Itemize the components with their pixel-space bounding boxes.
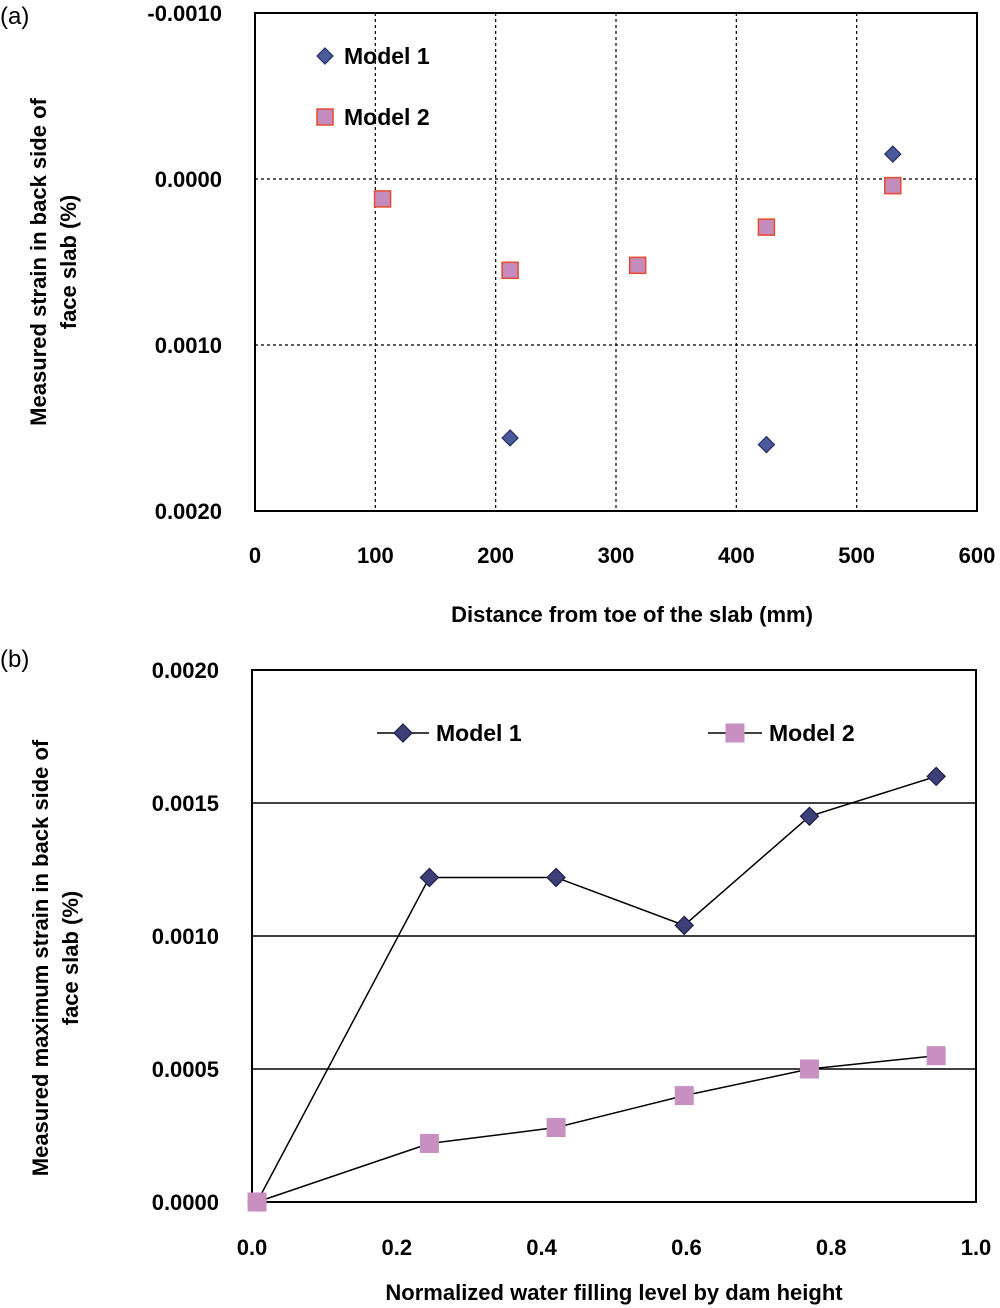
- y-axis-title-line-1: Measured maximum strain in back side of: [28, 739, 53, 1176]
- legend-marker-model-1: [316, 47, 334, 65]
- series-lines: [256, 775, 937, 1203]
- legend-label-model-2: Model 2: [344, 104, 430, 130]
- y-axis-title-line-2: face slab (%): [58, 891, 83, 1026]
- data-point-model-1: [546, 867, 566, 888]
- data-point-model-2: [926, 1046, 946, 1066]
- legend-label-model-1: Model 1: [436, 720, 522, 746]
- chart-panel-a: (a) -0.0010 0.0000 0.0010 0.0020 0 100 200 300…: [0, 1, 995, 627]
- data-point-model-1: [926, 766, 947, 787]
- x-tick-label: 600: [959, 543, 996, 568]
- x-tick-label: 1.0: [961, 1235, 992, 1260]
- y-tick-label: 0.0005: [152, 1057, 219, 1082]
- y-tick-label: 0.0000: [155, 167, 222, 192]
- x-tick-label: 200: [477, 543, 514, 568]
- series-line-model-1: [256, 775, 937, 1203]
- y-axis-title: Measured strain in back side of face sla…: [26, 98, 81, 426]
- legend-marker: [725, 723, 745, 743]
- legend: Model 1 Model 2: [377, 720, 855, 746]
- x-tick-labels: 0.0 0.2 0.4 0.6 0.8 1.0: [237, 1235, 992, 1260]
- x-tick-label: 0.6: [671, 1235, 702, 1260]
- data-markers: [373, 145, 902, 454]
- data-point-model-1: [501, 429, 519, 447]
- data-point-model-1: [757, 435, 776, 454]
- x-tick-labels: 0 100 200 300 400 500 600: [249, 543, 995, 568]
- plot-area-frame: [254, 12, 978, 512]
- data-point-model-2: [373, 190, 392, 208]
- data-point-model-2: [884, 176, 902, 195]
- data-point-model-2: [419, 1133, 439, 1153]
- x-axis-title: Normalized water filling level by dam he…: [385, 1280, 843, 1305]
- legend-label-model-1: Model 1: [344, 43, 430, 69]
- y-axis-title: Measured maximum strain in back side of …: [28, 739, 83, 1176]
- data-point-model-1: [883, 145, 902, 163]
- x-tick-label: 0: [249, 543, 261, 568]
- y-tick-labels: -0.0010 0.0000 0.0010 0.0020: [147, 1, 222, 524]
- x-tick-label: 500: [838, 543, 875, 568]
- y-tick-label: 0.0000: [152, 1190, 219, 1215]
- y-tick-label: 0.0015: [152, 791, 219, 816]
- x-tick-label: 400: [718, 543, 755, 568]
- legend-marker-model-1: [393, 723, 413, 743]
- x-axis-title: Distance from toe of the slab (mm): [451, 602, 813, 627]
- series-line-model-2: [256, 1054, 937, 1203]
- data-point-model-2: [757, 218, 776, 236]
- x-tick-label: 0.4: [526, 1235, 557, 1260]
- y-axis-title-line-1: Measured strain in back side of: [26, 98, 51, 426]
- legend: Model 1 Model 2: [316, 43, 430, 130]
- legend-marker: [393, 723, 413, 743]
- legend-marker-model-2: [725, 723, 745, 743]
- data-point-model-2: [799, 1059, 819, 1079]
- legend-marker: [316, 108, 334, 126]
- x-tick-label: 0.8: [816, 1235, 847, 1260]
- y-tick-label: 0.0010: [152, 924, 219, 949]
- x-tick-label: 0.0: [237, 1235, 268, 1260]
- data-point-model-2: [247, 1192, 267, 1212]
- data-point-model-1: [419, 867, 440, 888]
- y-tick-label: 0.0020: [152, 658, 219, 683]
- data-point-model-2: [674, 1086, 694, 1106]
- data-point-model-2: [501, 261, 519, 280]
- y-tick-labels: 0.0000 0.0005 0.0010 0.0015 0.0020: [152, 658, 219, 1215]
- legend-label-model-2: Model 2: [769, 720, 855, 746]
- x-tick-label: 100: [357, 543, 394, 568]
- panel-label-b: (b): [0, 646, 29, 673]
- x-tick-label: 300: [598, 543, 635, 568]
- y-tick-label: -0.0010: [147, 1, 222, 26]
- legend-marker-model-2: [316, 108, 334, 126]
- y-axis-title-line-2: face slab (%): [56, 195, 81, 330]
- panel-label-a: (a): [0, 3, 29, 30]
- data-point-model-1: [799, 806, 820, 827]
- grid-lines: [252, 802, 976, 1070]
- data-markers: [247, 766, 947, 1212]
- legend-marker: [316, 47, 334, 65]
- data-point-model-1: [674, 915, 695, 936]
- grid-lines: [255, 13, 977, 511]
- data-point-model-2: [628, 256, 647, 275]
- data-point-model-2: [546, 1118, 566, 1138]
- x-tick-label: 0.2: [382, 1235, 413, 1260]
- y-tick-label: 0.0010: [155, 333, 222, 358]
- plot-area-frame: [251, 669, 977, 1203]
- y-tick-label: 0.0020: [155, 499, 222, 524]
